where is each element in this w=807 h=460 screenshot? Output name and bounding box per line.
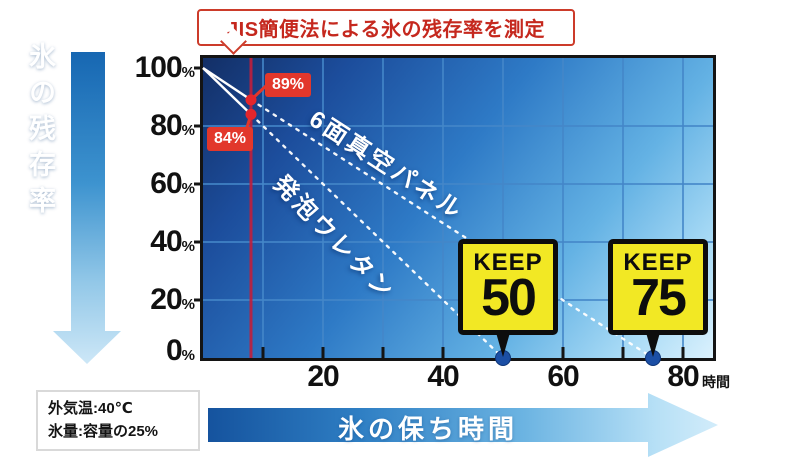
x-axis-title: 氷の保ち時間 bbox=[337, 414, 518, 444]
keep-50-value: 50 bbox=[481, 269, 537, 328]
y-axis-arrow-icon bbox=[53, 52, 121, 364]
y-tick-20: 20% bbox=[150, 283, 195, 316]
y-tick-60: 60% bbox=[150, 167, 195, 200]
y-axis-title: 氷の残存率 bbox=[25, 42, 55, 222]
page-title: JIS簡便法による氷の残存率を測定 bbox=[227, 19, 545, 41]
measure-badge-89: 89% bbox=[265, 73, 312, 97]
keep-50-word: KEEP bbox=[473, 249, 543, 277]
y-tick-100: 100% bbox=[134, 51, 195, 84]
y-tick-80: 80% bbox=[150, 109, 195, 142]
condition-temperature: 外気温:40℃ bbox=[48, 400, 133, 417]
title-callout: JIS簡便法による氷の残存率を測定 bbox=[197, 9, 575, 46]
keep-50-sign: KEEP 50 bbox=[458, 239, 558, 335]
condition-ice-amount: 氷量:容量の25% bbox=[48, 422, 159, 440]
x-axis-unit: 時間 bbox=[702, 374, 730, 390]
measure-badge-84: 84% bbox=[207, 127, 254, 151]
plot-area: 6面真空パネル 発泡ウレタン 89% 84% KEEP 50 KEEP 75 bbox=[194, 55, 716, 366]
keep-75-sign: KEEP 75 bbox=[608, 239, 708, 335]
y-tick-40: 40% bbox=[150, 225, 195, 258]
x-tick-80: 80 bbox=[667, 360, 699, 393]
x-tick-60: 60 bbox=[547, 360, 579, 393]
y-tick-0: 0% bbox=[165, 334, 195, 367]
x-tick-40: 40 bbox=[427, 360, 459, 393]
x-tick-20: 20 bbox=[307, 360, 339, 393]
keep-75-value: 75 bbox=[631, 269, 687, 328]
keep-75-word: KEEP bbox=[623, 249, 693, 277]
test-conditions-box: 外気温:40℃ 氷量:容量の25% bbox=[36, 390, 200, 451]
